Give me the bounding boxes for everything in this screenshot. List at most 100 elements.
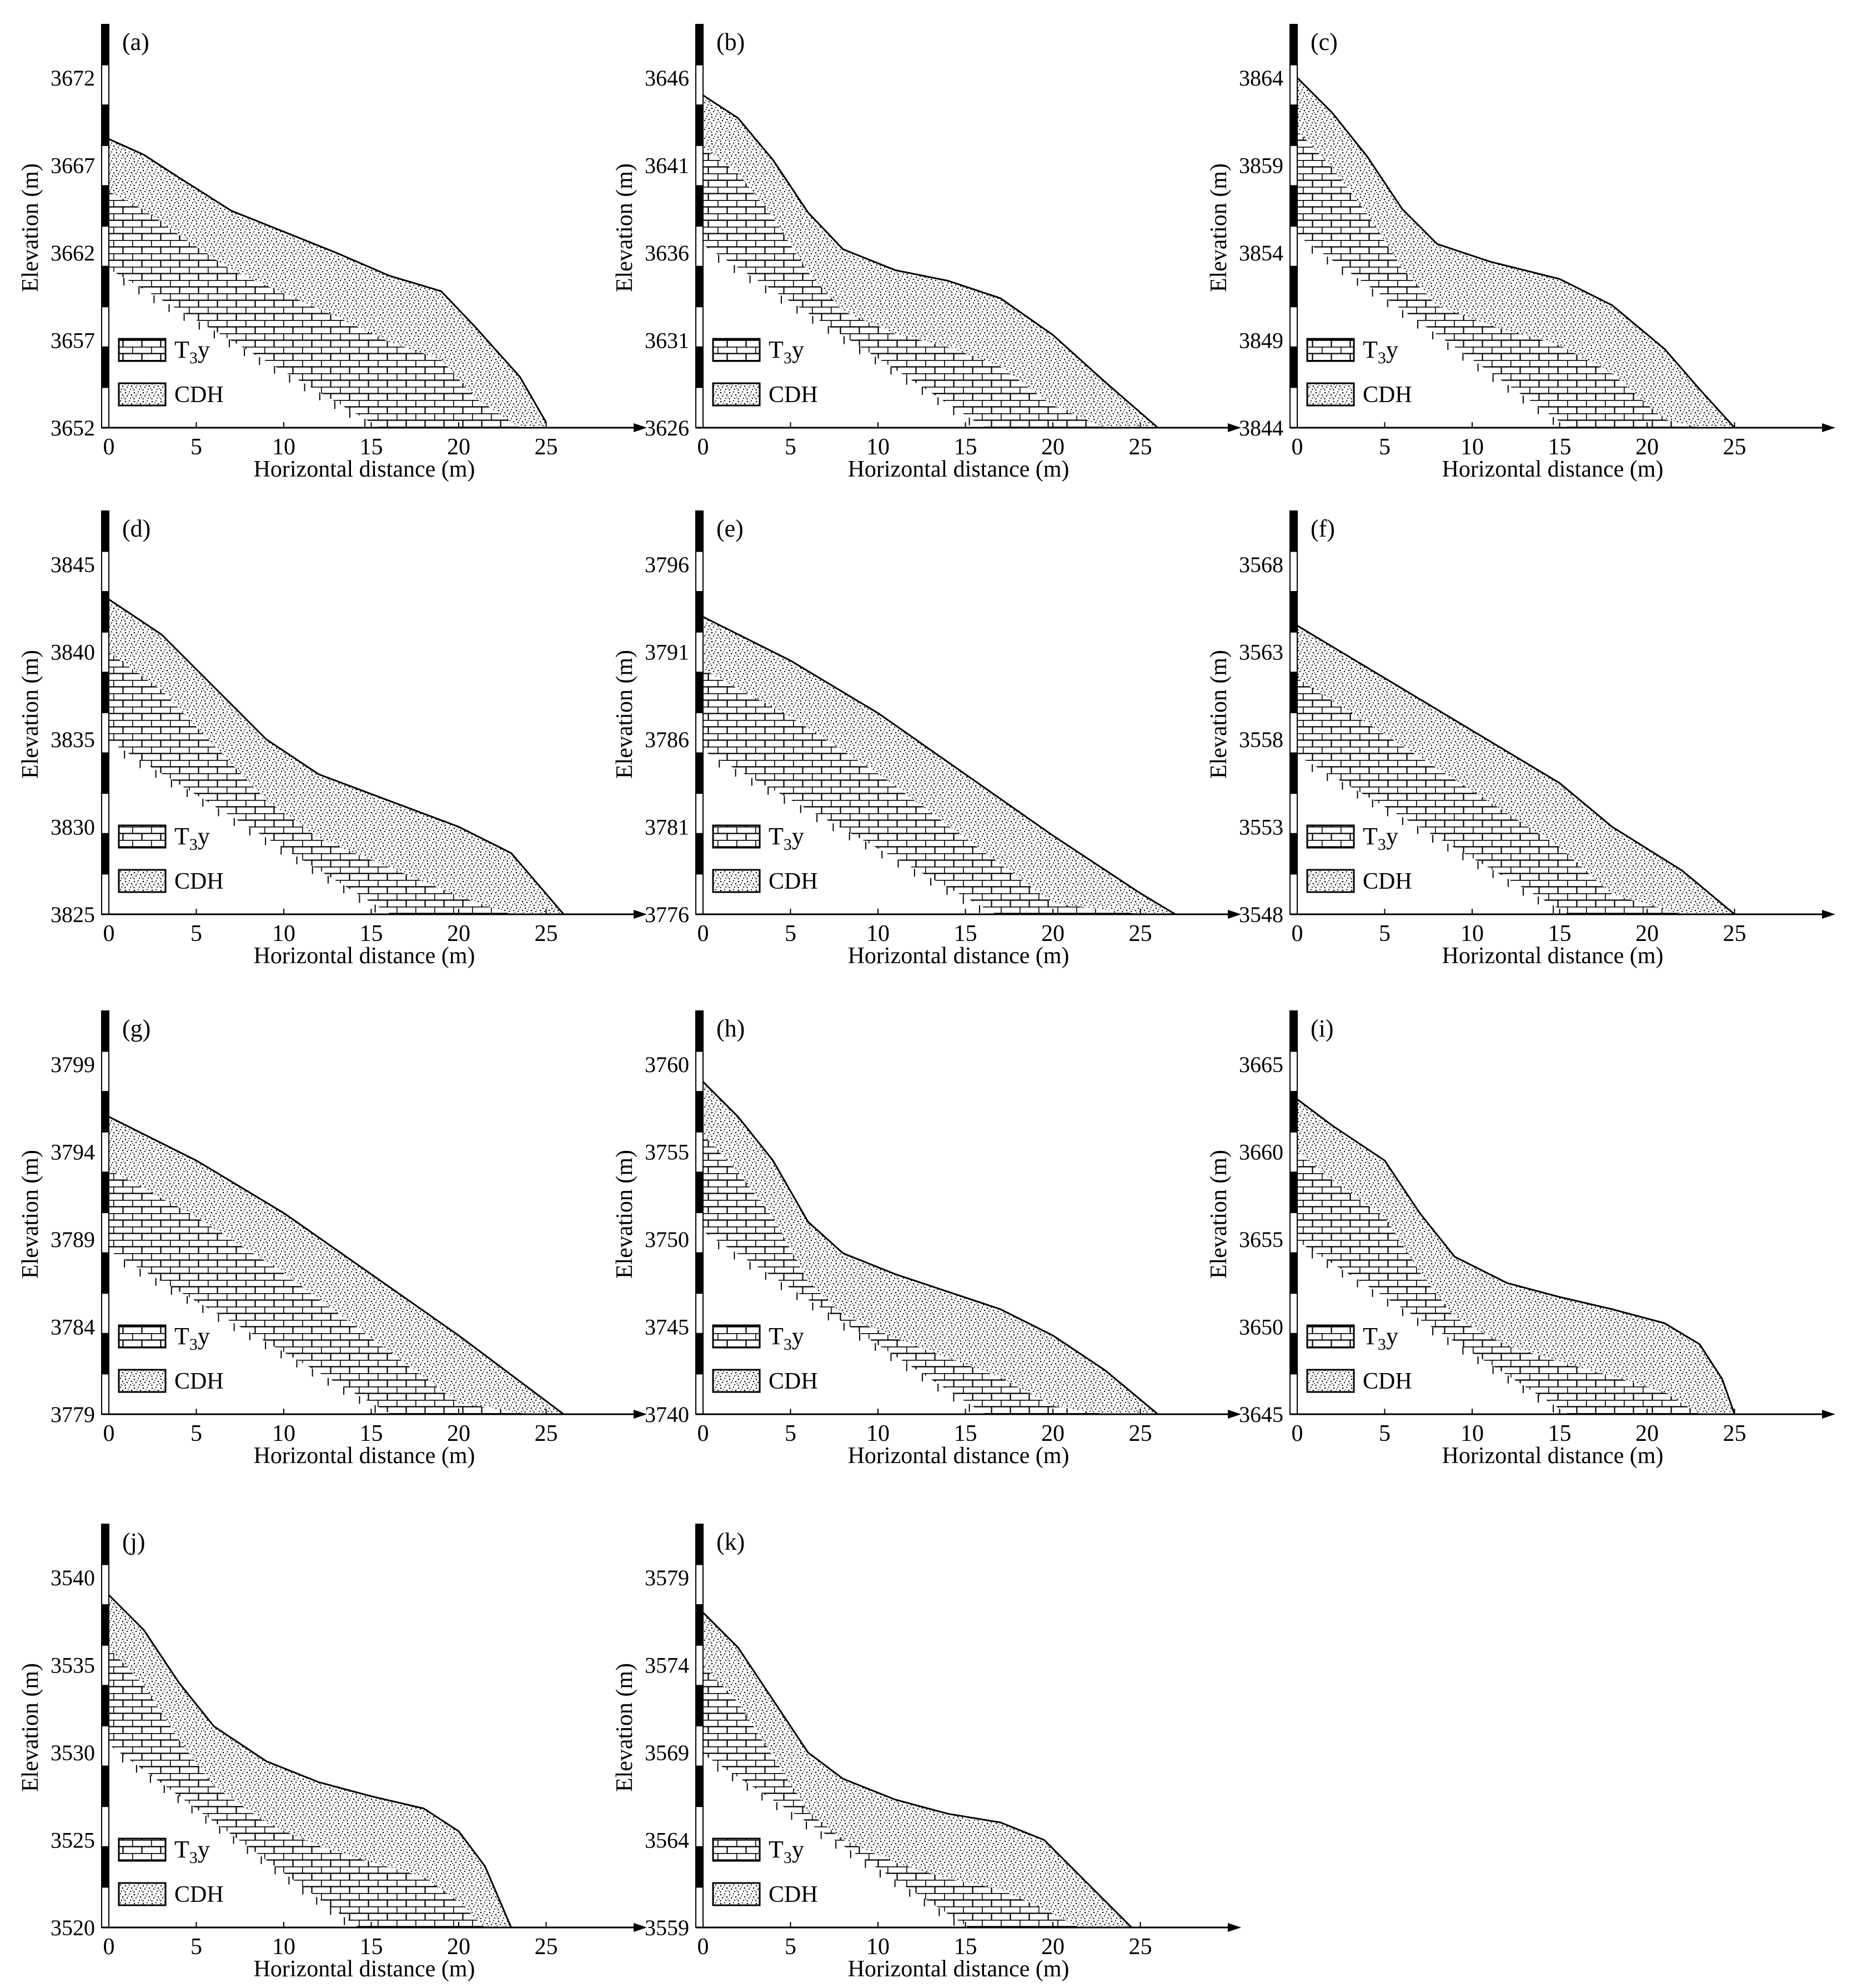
- panel-label: (c): [1311, 28, 1338, 56]
- elevation-scale-bar: [695, 1212, 704, 1254]
- legend-swatch-t3y: [118, 338, 167, 362]
- legend-label-t3y: T3y: [1363, 1323, 1398, 1354]
- elevation-scale-bar: [1289, 752, 1298, 794]
- y-tick-label: 3553: [1239, 815, 1283, 840]
- y-tick-label: 3525: [51, 1828, 95, 1853]
- elevation-scale-bar: [695, 793, 704, 834]
- elevation-scale-bar: [1289, 1050, 1298, 1093]
- elevation-scale-bar: [101, 1373, 109, 1415]
- elevation-scale-bar: [1289, 387, 1298, 429]
- x-tick-label: 10: [272, 434, 295, 460]
- y-tick-label: 3650: [1239, 1315, 1283, 1340]
- elevation-scale-bar: [1289, 591, 1298, 633]
- elevation-scale-bar: [1289, 1252, 1298, 1294]
- legend: T3y CDH: [712, 336, 818, 408]
- x-axis-arrow: [634, 1923, 647, 1932]
- elevation-scale-bar: [101, 1644, 109, 1686]
- x-tick-label: 25: [1129, 1421, 1152, 1446]
- x-axis-arrow: [1228, 423, 1241, 432]
- elevation-scale-bar: [101, 1131, 109, 1173]
- x-tick-label: 25: [535, 1421, 558, 1446]
- elevation-scale-bar: [695, 1806, 704, 1847]
- x-axis-arrow: [634, 1410, 647, 1419]
- y-axis-title: Elevation (m): [1206, 650, 1232, 779]
- x-tick-label: 10: [866, 1421, 890, 1446]
- elevation-scale-bar: [1289, 631, 1298, 673]
- legend-label-cdh: CDH: [174, 1369, 224, 1394]
- elevation-scale-bar: [695, 1091, 704, 1133]
- elevation-scale-bar: [101, 1685, 109, 1726]
- x-tick-label: 5: [1379, 921, 1391, 947]
- x-tick-label: 25: [535, 1934, 558, 1960]
- elevation-scale-bar: [101, 672, 109, 714]
- y-axis-title: Elevation (m): [18, 163, 43, 292]
- y-tick-label: 3636: [645, 241, 689, 266]
- elevation-scale-bar: [1289, 1091, 1298, 1133]
- legend: T3y CDH: [712, 823, 818, 894]
- bedrock-lower-blank: [703, 1231, 985, 1414]
- elevation-scale-bar: [101, 104, 109, 146]
- legend-swatch-cdh: [1306, 382, 1355, 407]
- elevation-scale-bar: [695, 387, 704, 429]
- elevation-scale-bar: [101, 1333, 109, 1375]
- x-axis-arrow: [1228, 1923, 1241, 1932]
- x-axis-title: Horizontal distance (m): [254, 943, 475, 969]
- x-tick-label: 5: [785, 434, 796, 460]
- x-tick-label: 0: [697, 1934, 709, 1960]
- elevation-scale-bar: [1289, 672, 1298, 714]
- x-tick-label: 25: [1129, 921, 1152, 947]
- y-tick-label: 3672: [51, 66, 95, 91]
- x-tick-label: 5: [190, 921, 202, 947]
- y-tick-label: 3535: [51, 1653, 95, 1678]
- elevation-scale-bar: [1289, 1171, 1298, 1213]
- y-axis-title: Elevation (m): [612, 1150, 638, 1279]
- x-tick-label: 25: [1723, 434, 1746, 460]
- elevation-scale-bar: [695, 1524, 704, 1565]
- x-tick-label: 20: [447, 434, 470, 460]
- y-tick-label: 3750: [645, 1227, 689, 1252]
- y-tick-label: 3835: [51, 727, 95, 752]
- x-axis-title: Horizontal distance (m): [1442, 1443, 1664, 1469]
- x-tick-label: 15: [954, 1934, 977, 1960]
- y-tick-label: 3548: [1239, 902, 1283, 927]
- legend-label-cdh: CDH: [1363, 869, 1412, 894]
- x-tick-label: 20: [447, 921, 470, 947]
- legend: T3y CDH: [118, 1323, 224, 1394]
- elevation-scale-bar: [695, 64, 704, 106]
- y-tick-label: 3844: [1239, 415, 1283, 440]
- x-tick-label: 5: [785, 1421, 796, 1446]
- elevation-scale-bar: [101, 346, 109, 388]
- elevation-scale-bar: [695, 185, 704, 227]
- elevation-scale-bar: [695, 752, 704, 794]
- panel-label: (h): [716, 1015, 745, 1042]
- y-tick-label: 3626: [645, 415, 689, 440]
- elevation-scale-bar: [101, 1010, 109, 1052]
- slope-surface-line: [108, 1116, 564, 1415]
- elevation-scale-bar: [695, 144, 704, 187]
- slope-surface-line: [108, 1594, 512, 1928]
- x-tick-label: 0: [103, 921, 115, 947]
- y-tick-label: 3755: [645, 1140, 689, 1165]
- elevation-scale-bar: [101, 226, 109, 267]
- y-axis-title: Elevation (m): [18, 650, 43, 779]
- x-tick-label: 5: [1379, 434, 1391, 460]
- y-tick-label: 3568: [1239, 552, 1283, 577]
- panel-g: 0 5 10 15 20 25 Horizontal distance (m) 3779 378…: [18, 1010, 647, 1469]
- elevation-scale-bar: [1289, 873, 1298, 915]
- y-tick-label: 3784: [51, 1315, 95, 1340]
- panel-label: (e): [716, 515, 744, 542]
- x-axis-title: Horizontal distance (m): [254, 1443, 475, 1469]
- legend-label-t3y: T3y: [769, 1323, 804, 1354]
- x-tick-label: 10: [866, 1934, 890, 1960]
- y-tick-label: 3849: [1239, 328, 1283, 353]
- elevation-scale-bar: [101, 1886, 109, 1928]
- x-tick-label: 10: [866, 434, 890, 460]
- elevation-scale-bar: [101, 266, 109, 308]
- elevation-scale-bar: [101, 1765, 109, 1807]
- y-tick-label: 3564: [645, 1828, 689, 1853]
- legend-label-cdh: CDH: [1363, 1369, 1412, 1394]
- legend-label-cdh: CDH: [1363, 382, 1412, 408]
- legend-label-t3y: T3y: [174, 823, 210, 854]
- elevation-scale-bar: [695, 1010, 704, 1052]
- elevation-scale-bar: [101, 793, 109, 834]
